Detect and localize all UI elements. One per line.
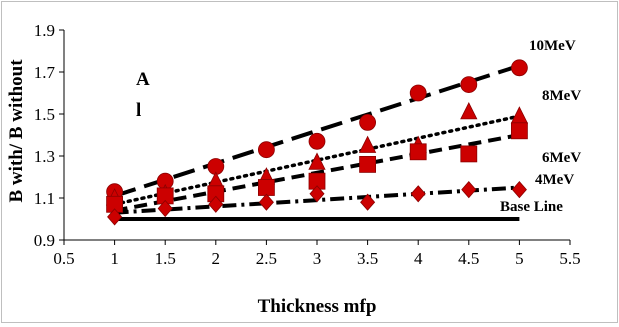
y-tick-label: 1.9 (34, 21, 55, 40)
series-label-6mev: 6MeV (542, 150, 581, 166)
series-label-10mev: 10MeV (529, 38, 576, 54)
trendline-8mev (112, 114, 522, 207)
panel-label-line-2: l (136, 100, 141, 121)
y-tick-label: 1.1 (34, 189, 55, 208)
x-axis-title: Thickness mfp (258, 296, 377, 317)
y-tick-label: 0.9 (34, 231, 55, 250)
point-4mev (461, 180, 477, 199)
y-tick-label: 1.5 (34, 105, 55, 124)
point-10mev (511, 59, 528, 77)
x-tick-label: 5.5 (559, 249, 580, 268)
y-axis-title: B with/ B without (6, 59, 27, 203)
point-4mev (410, 185, 426, 203)
point-6mev (510, 122, 528, 140)
x-tick-label: 5 (515, 249, 524, 268)
axes (59, 29, 571, 245)
point-4mev (157, 199, 173, 218)
point-10mev (308, 132, 326, 150)
point-4mev (511, 180, 527, 199)
y-tick-label: 1.7 (34, 63, 56, 82)
y-tick-label: 1.3 (34, 147, 55, 166)
series-label-base-line: Base Line (500, 199, 563, 215)
point-6mev (460, 145, 478, 163)
x-tick-label: 3 (313, 249, 322, 268)
point-6mev (409, 143, 427, 161)
point-8mev (358, 135, 377, 153)
panel-label-line-1: A (136, 69, 150, 90)
point-10mev (359, 114, 377, 131)
point-8mev (460, 102, 478, 120)
x-tick-label: 4 (414, 249, 423, 268)
x-tick-label: 0.5 (53, 249, 74, 268)
series-labels: 10MeV 8MeV 6MeV 4MeV Base Line (500, 38, 581, 215)
series-label-8mev: 8MeV (542, 88, 581, 104)
x-tick-label: 3.5 (357, 249, 378, 268)
x-tick-label: 2 (212, 249, 221, 268)
trendline-10mev (113, 63, 521, 198)
point-6mev (257, 179, 275, 196)
x-tick-label: 4.5 (458, 249, 479, 268)
point-4mev (258, 193, 274, 211)
point-8mev (308, 152, 326, 170)
point-4mev (208, 195, 224, 213)
point-4mev (360, 193, 376, 211)
chart-svg: 0.5 1 1.5 2 2.5 3 3.5 4 4.5 5 5.5 0.9 1.1 1.3 1.5 1.7 1.… (6, 21, 581, 317)
x-tick-label: 1.5 (155, 249, 176, 268)
point-4mev (309, 185, 325, 203)
point-10mev (460, 76, 478, 93)
point-10mev (257, 141, 275, 159)
series-label-4mev: 4MeV (535, 172, 574, 188)
tick-labels: 0.5 1 1.5 2 2.5 3 3.5 4 4.5 5 5.5 0.9 1.1 1.3 1.5 1.7 1.… (34, 21, 581, 268)
x-tick-label: 2.5 (256, 249, 277, 268)
data-markers (105, 59, 529, 226)
point-8mev (510, 106, 529, 124)
x-tick-label: 1 (110, 249, 119, 268)
point-10mev (409, 84, 427, 102)
point-4mev (107, 208, 123, 226)
point-6mev (359, 155, 377, 173)
